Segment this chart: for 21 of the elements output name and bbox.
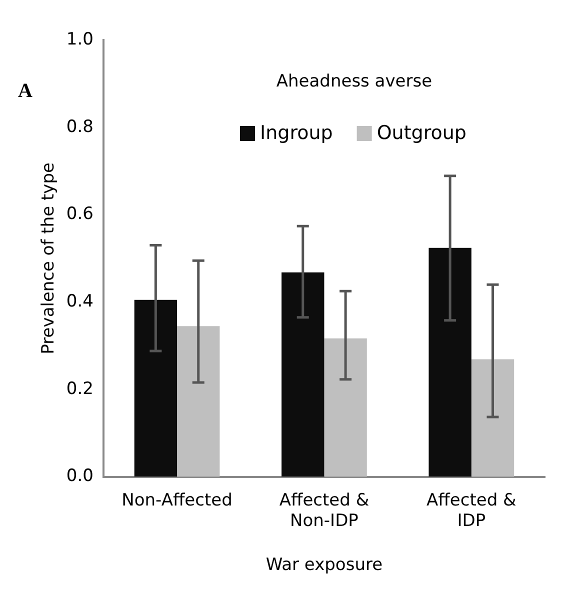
y-tick-label: 0.0 <box>66 466 94 486</box>
bar <box>324 338 367 477</box>
y-tick-label: 0.6 <box>66 204 94 224</box>
y-tick-label: 0.8 <box>66 116 94 137</box>
legend-label: Ingroup <box>260 122 333 144</box>
bar <box>282 272 324 477</box>
x-tick-label: Affected & Non-IDP <box>279 490 370 531</box>
x-tick-label: Affected & IDP <box>426 490 516 531</box>
bar <box>134 300 178 477</box>
bar <box>471 359 514 477</box>
x-tick-label: Non-Affected <box>122 490 232 510</box>
text: A <box>18 80 33 102</box>
legend-label: Outgroup <box>376 122 466 144</box>
y-tick-label: 0.4 <box>66 292 94 312</box>
y-axis-title: Prevalence of the type <box>38 162 59 354</box>
y-tick-label: 0.2 <box>66 378 94 399</box>
x-axis-title: War exposure <box>266 555 383 576</box>
text: Aheadness averse <box>276 71 432 92</box>
bar <box>177 326 220 477</box>
bar <box>428 248 472 477</box>
y-tick-label: 1.0 <box>66 29 94 50</box>
